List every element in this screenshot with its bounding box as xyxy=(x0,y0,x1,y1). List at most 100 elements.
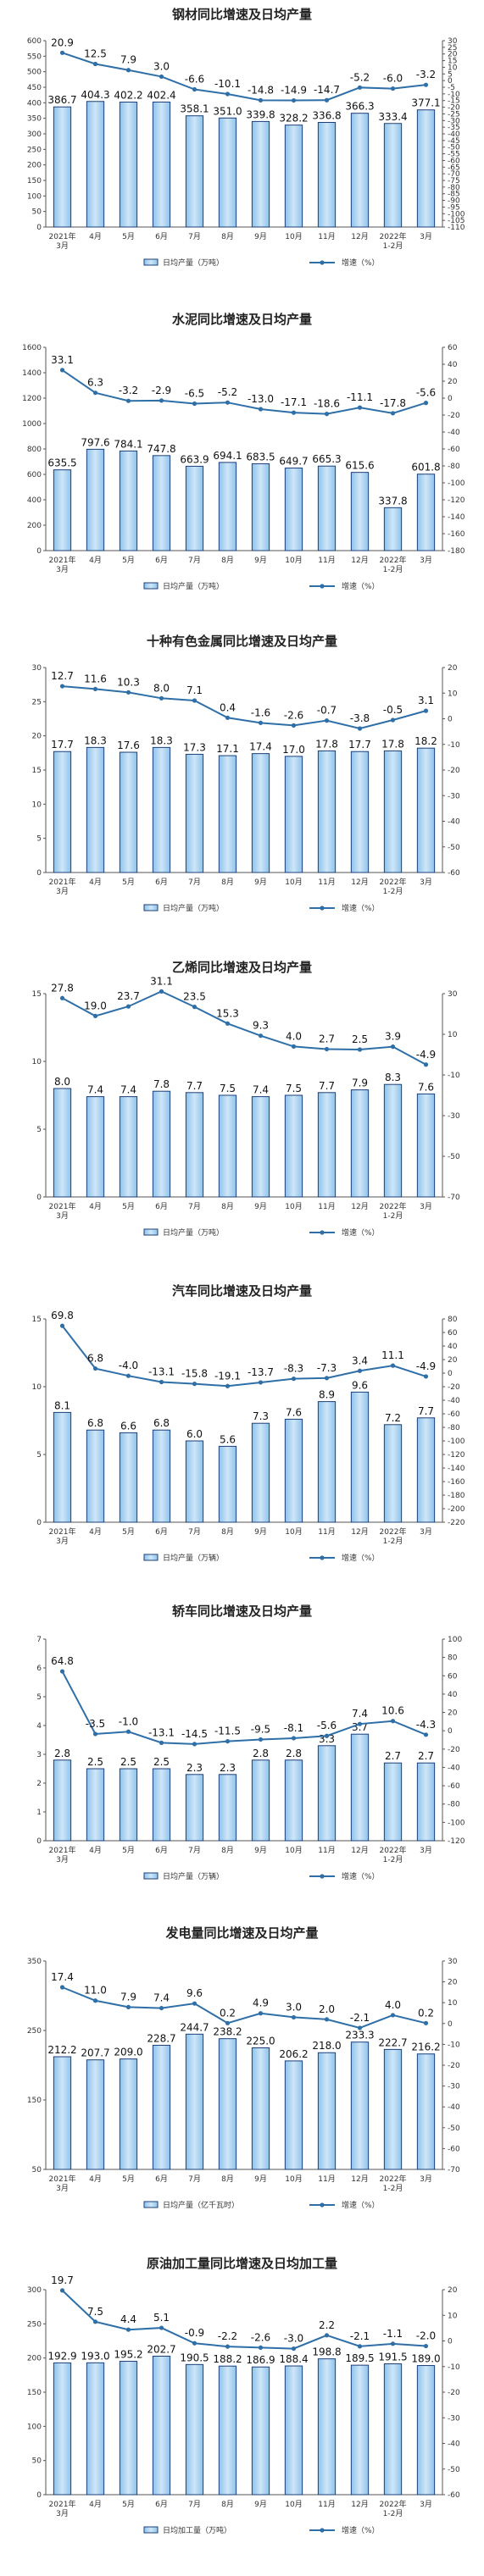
x-tick-label: 6月 xyxy=(155,232,168,241)
y-tick-label: 0 xyxy=(36,1519,42,1527)
bar-value-label: 7.5 xyxy=(220,1083,236,1094)
legend-line-label: 增速（%） xyxy=(342,1227,380,1238)
bar xyxy=(53,2056,72,2170)
bar xyxy=(416,1417,436,1523)
y-tick-label: 10 xyxy=(32,1383,42,1392)
x-tick-label: 9月 xyxy=(254,2500,267,2509)
line-point xyxy=(423,1732,429,1737)
line-value-label: 11.0 xyxy=(84,1985,107,1997)
line-value-label: 12.5 xyxy=(84,48,107,60)
line-point xyxy=(390,2341,396,2346)
bar xyxy=(185,465,204,551)
x-tick-label: 9月 xyxy=(254,556,267,565)
bar-value-label: 190.5 xyxy=(180,2352,209,2363)
chart-title: 发电量同比增速及日均产量 xyxy=(164,1925,318,1941)
x-tick-label: 10月 xyxy=(285,1527,302,1537)
bar xyxy=(284,756,303,873)
y2-tick-label: -60 xyxy=(448,869,460,878)
bar xyxy=(119,102,138,228)
y-tick-label: 7 xyxy=(36,1636,42,1644)
bar xyxy=(152,1090,171,1198)
line-value-label: -2.2 xyxy=(218,2330,237,2342)
y-tick-label: 5 xyxy=(36,835,42,844)
x-tick-label: 2022年 1-2月 xyxy=(380,877,407,896)
line-value-label: 0.4 xyxy=(220,701,236,713)
bar xyxy=(317,465,337,551)
legend-line-label: 增速（%） xyxy=(342,2200,380,2210)
y-tick-label: 3 xyxy=(36,1751,42,1759)
x-tick-label: 11月 xyxy=(318,878,335,887)
line-value-label: -18.6 xyxy=(314,398,340,410)
y2-tick-label: 0 xyxy=(448,2020,453,2029)
bar-value-label: 797.6 xyxy=(81,436,109,448)
line-point xyxy=(59,368,65,373)
line-value-label: -11.5 xyxy=(214,1726,241,1737)
y2-tick-label: -160 xyxy=(448,1478,465,1487)
x-tick-label: 10月 xyxy=(285,2174,302,2184)
bar-value-label: 233.3 xyxy=(345,2030,374,2041)
bar-value-label: 225.0 xyxy=(246,2036,275,2047)
line-point xyxy=(258,1737,264,1742)
x-tick-label: 6月 xyxy=(155,878,168,887)
line-point xyxy=(125,398,131,403)
y2-tick-label: -10 xyxy=(448,91,460,99)
x-tick-label: 5月 xyxy=(122,1202,135,1211)
bar xyxy=(284,1094,303,1198)
bar-value-label: 188.4 xyxy=(279,2353,308,2365)
line-value-label: -10.1 xyxy=(214,78,241,90)
y2-tick-label: 80 xyxy=(448,1654,458,1663)
line-point xyxy=(258,407,264,412)
x-tick-label: 2021年 3月 xyxy=(49,877,76,896)
line-value-label: 2.5 xyxy=(352,1033,368,1045)
y-tick-label: 15 xyxy=(32,990,42,999)
y2-tick-label: -80 xyxy=(448,1801,460,1809)
x-tick-label: 4月 xyxy=(89,556,102,565)
y-tick-label: 300 xyxy=(27,2286,42,2295)
legend-bar-label: 日均产量（万吨） xyxy=(163,1227,224,1238)
bar-value-label: 7.7 xyxy=(418,1405,434,1417)
line-value-label: 2.2 xyxy=(319,2319,335,2331)
x-tick-label: 5月 xyxy=(122,2174,135,2184)
x-tick-label: 6月 xyxy=(155,1527,168,1537)
line-value-label: -3.2 xyxy=(416,69,436,80)
y-tick-label: 6 xyxy=(36,1665,42,1673)
bar-value-label: 7.9 xyxy=(352,1077,368,1089)
line-value-label: 7.5 xyxy=(87,2306,103,2318)
bar xyxy=(86,1429,105,1523)
bar xyxy=(284,2365,303,2496)
x-tick-label: 3月 xyxy=(420,232,432,241)
x-tick-label: 2021年 3月 xyxy=(49,1526,76,1546)
y2-tick-label: -30 xyxy=(448,117,460,125)
bar-value-label: 7.7 xyxy=(186,1080,203,1092)
y-tick-label: 150 xyxy=(27,2389,42,2397)
line-value-label: -5.2 xyxy=(218,386,237,398)
bar-value-label: 17.4 xyxy=(249,741,272,753)
line-value-label: -0.5 xyxy=(383,704,403,716)
line-point xyxy=(192,86,197,92)
y-tick-label: 350 xyxy=(27,1958,42,1966)
legend-bar-swatch xyxy=(143,2526,159,2534)
line-point xyxy=(390,86,396,91)
y2-tick-label: 40 xyxy=(448,361,458,369)
y2-tick-label: -50 xyxy=(448,844,460,852)
x-tick-label: 12月 xyxy=(351,232,368,241)
x-tick-label: 9月 xyxy=(254,2174,267,2184)
x-tick-label: 11月 xyxy=(318,1846,335,1855)
legend-bar-swatch xyxy=(143,1554,159,1561)
y2-tick-label: -140 xyxy=(448,1465,465,1473)
y2-tick-label: -20 xyxy=(448,2062,460,2070)
line-point xyxy=(423,1062,429,1067)
line-value-label: 20.9 xyxy=(51,36,74,48)
line-value-label: -4.3 xyxy=(416,1719,436,1731)
y2-tick-label: -80 xyxy=(448,1424,460,1432)
bar xyxy=(350,1089,370,1198)
y-tick-label: 450 xyxy=(27,84,42,92)
bar xyxy=(185,2033,204,2170)
bar-value-label: 244.7 xyxy=(180,2021,209,2033)
line-value-label: 31.1 xyxy=(150,975,173,987)
legend: 日均产量（亿千瓦时） 增速（%） xyxy=(143,2200,380,2210)
legend: 日均产量（万吨） 增速（%） xyxy=(143,1227,380,1238)
y2-tick-label: 40 xyxy=(448,1343,458,1351)
